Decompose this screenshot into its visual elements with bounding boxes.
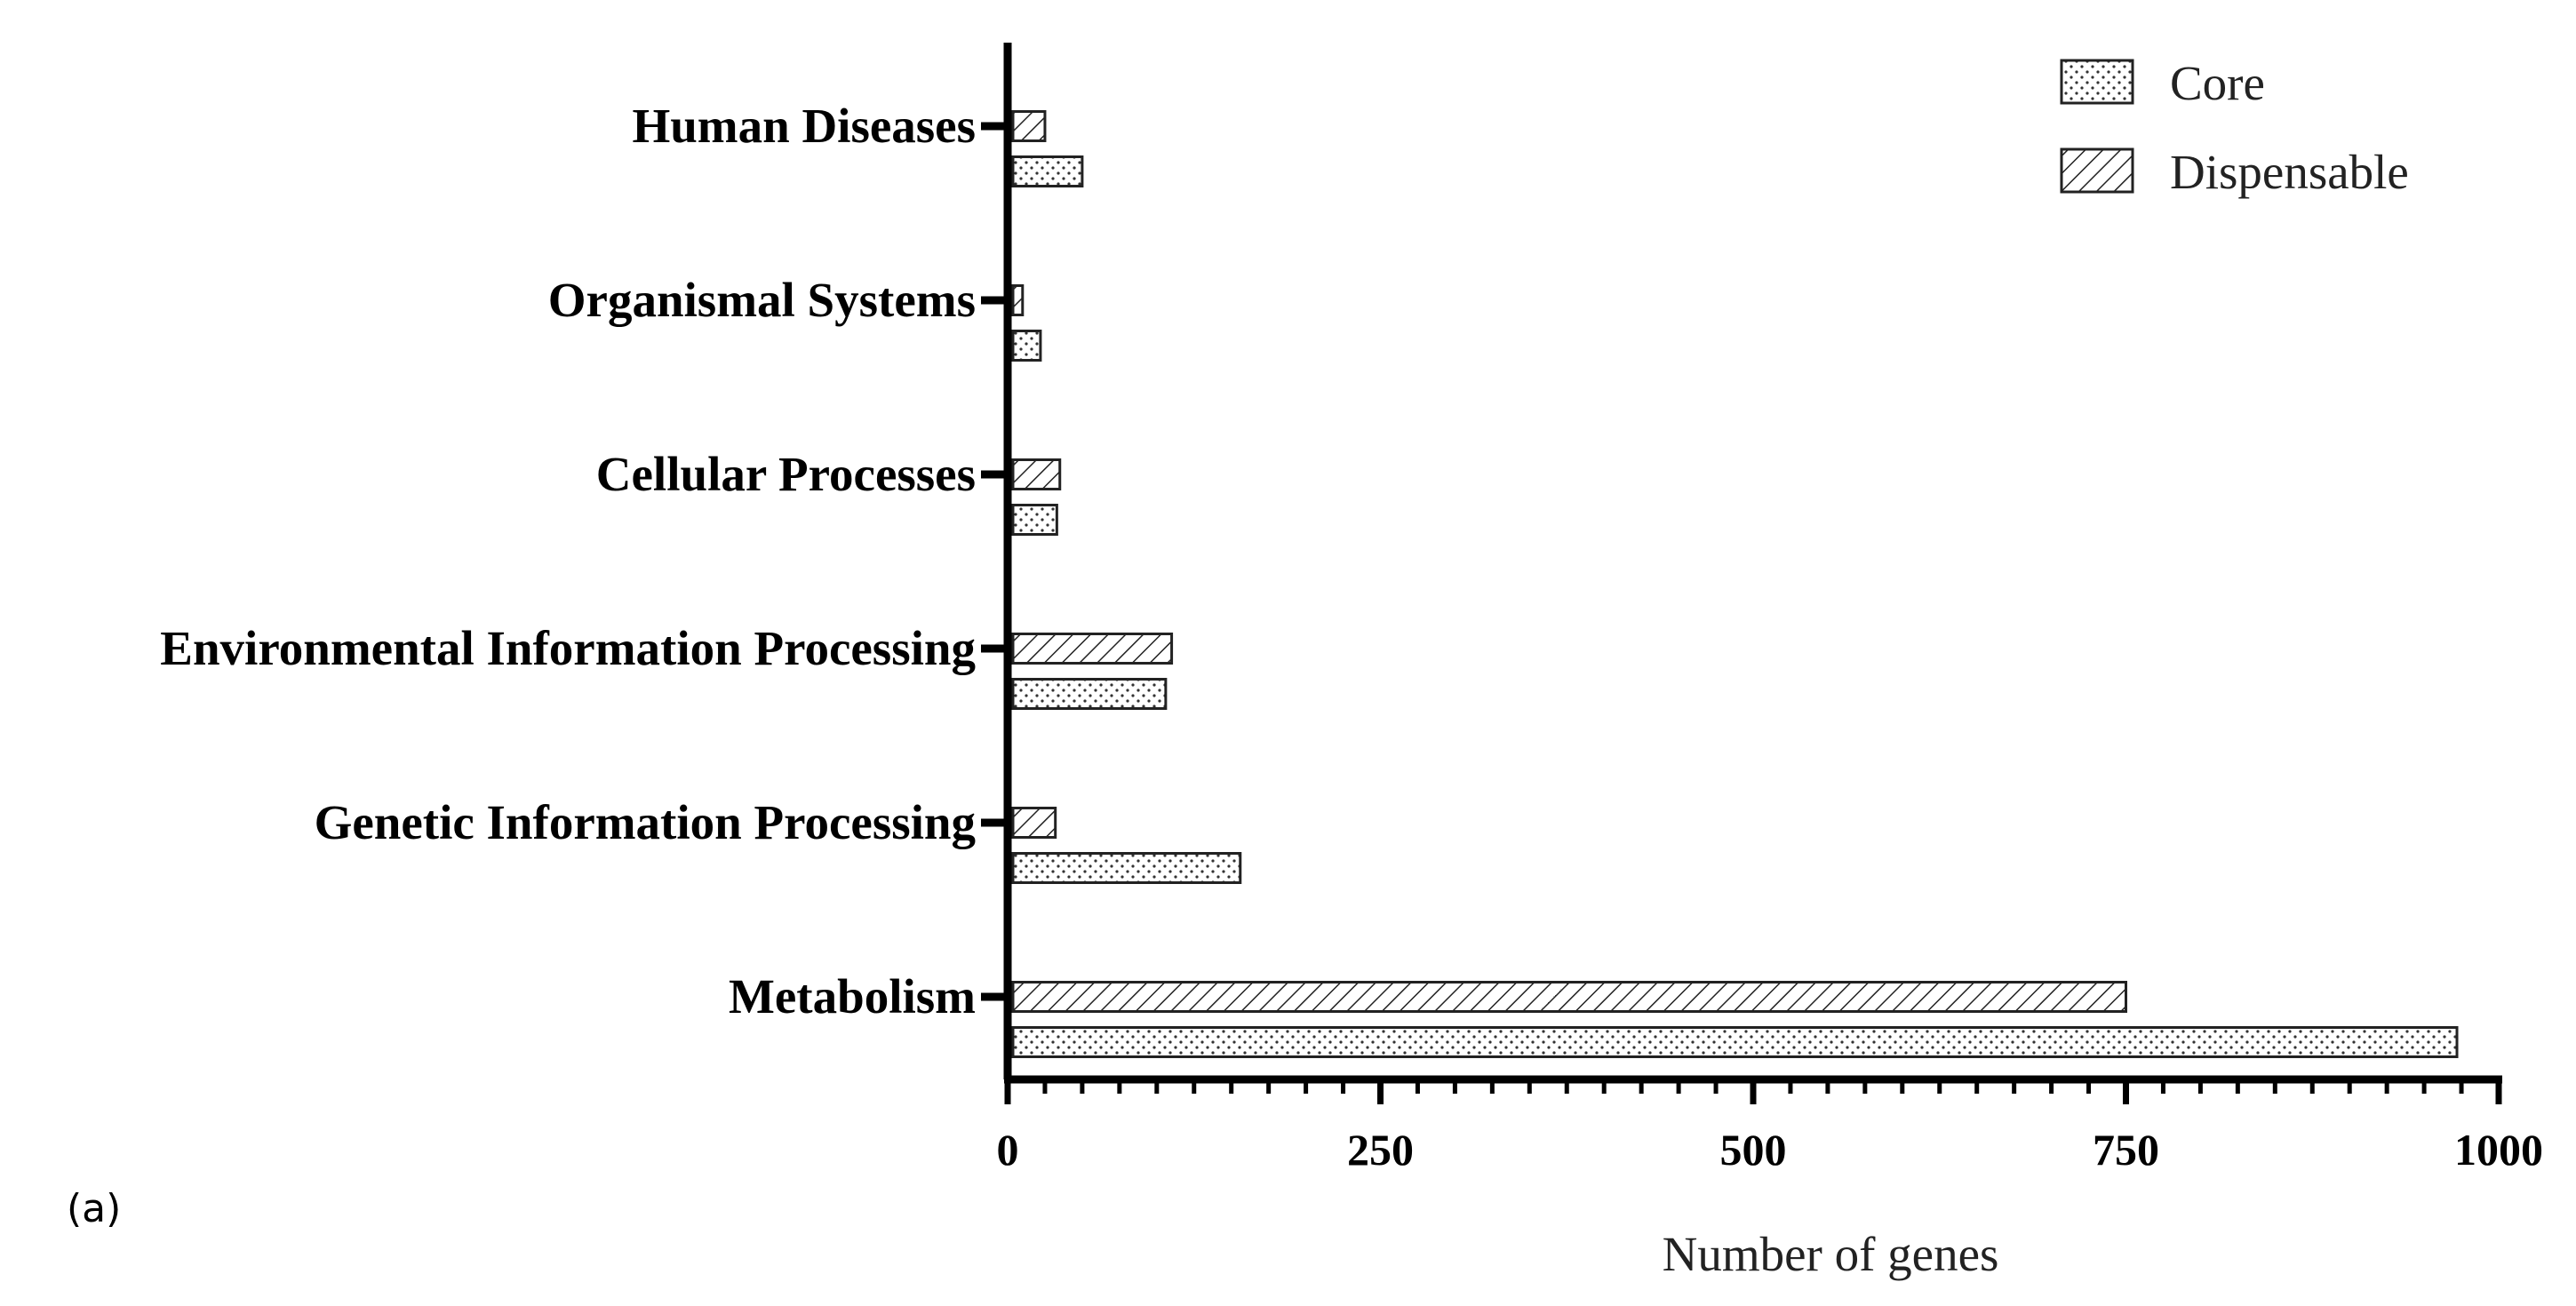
category-label: Metabolism: [729, 969, 976, 1023]
category-label: Genetic Information Processing: [315, 795, 976, 849]
y-axis: Human Diseases Organismal Systems Cellular…: [160, 43, 1012, 1079]
x-tick-label: 750: [2093, 1125, 2159, 1175]
panel-label: (a): [67, 1186, 121, 1231]
category-label: Cellular Processes: [596, 447, 976, 501]
x-tick-label: 1000: [2454, 1125, 2543, 1175]
bar-dispensable-environmental-information-processing: [1011, 633, 1174, 665]
bar-dispensable-cellular-processes: [1011, 458, 1062, 490]
bar-dispensable-genetic-information-processing: [1011, 807, 1057, 839]
bar-core-human-diseases: [1011, 155, 1084, 187]
bar-core-metabolism: [1011, 1026, 2459, 1058]
bar-core-cellular-processes: [1011, 504, 1058, 536]
x-axis-title: Number of genes: [1663, 1227, 1999, 1281]
bar-dispensable-organismal-systems: [1011, 284, 1025, 316]
x-axis: 0 250 500 750 1000: [997, 1075, 2543, 1175]
x-tick-label: 500: [1720, 1125, 1787, 1175]
category-label: Organismal Systems: [548, 273, 976, 327]
bar-core-environmental-information-processing: [1011, 678, 1168, 710]
x-tick-label: 0: [997, 1125, 1019, 1175]
bar-core-genetic-information-processing: [1011, 852, 1242, 884]
legend-swatch-core: [2060, 59, 2134, 105]
category-label: Human Diseases: [632, 99, 976, 153]
x-tick-label: 250: [1347, 1125, 1414, 1175]
bar-dispensable-metabolism: [1011, 981, 2127, 1013]
legend-swatch-dispensable: [2060, 147, 2134, 194]
category-label: Environmental Information Processing: [160, 621, 976, 675]
legend-label-core: Core: [2170, 56, 2265, 110]
legend: Core Dispensable: [2060, 56, 2409, 199]
bars-group: [1011, 110, 2459, 1058]
legend-label-dispensable: Dispensable: [2170, 145, 2409, 199]
bar-dispensable-human-diseases: [1011, 110, 1047, 142]
bar-core-organismal-systems: [1011, 330, 1042, 362]
